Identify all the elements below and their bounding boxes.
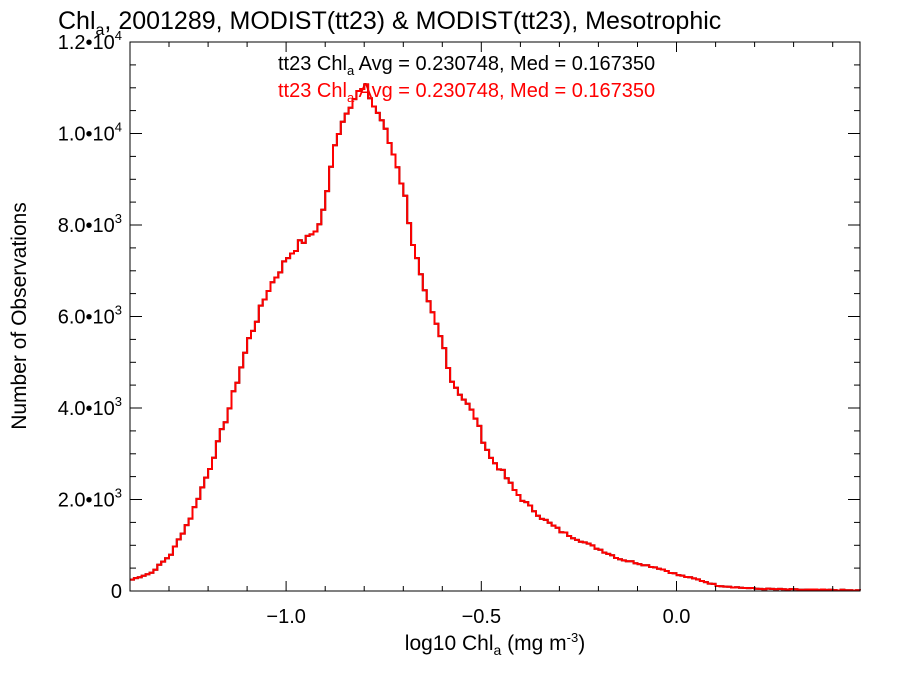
- x-tick-label: −0.5: [462, 606, 501, 628]
- annotation-post: Avg = 0.230748, Med = 0.167350: [354, 80, 655, 102]
- x-axis-label-sup: -3: [567, 630, 579, 645]
- y-tick-label-exponent: 3: [115, 394, 122, 409]
- series-line-2: [130, 83, 861, 592]
- annotation-sub: a: [347, 63, 355, 78]
- x-axis-label-pre: log10 Chl: [405, 632, 494, 655]
- y-tick-label-exponent: 3: [115, 303, 122, 318]
- y-tick-label: 6.0•103: [58, 303, 122, 329]
- chart-title: Chla, 2001289, MODIST(tt23) & MODIST(tt2…: [58, 7, 721, 39]
- chart-title-post: , 2001289, MODIST(tt23) & MODIST(tt23), …: [104, 7, 721, 35]
- y-tick-label: 1.2•104: [58, 28, 122, 54]
- y-tick-label-mantissa: 8.0•10: [58, 215, 115, 237]
- y-axis: 02.0•1034.0•1036.0•1038.0•1031.0•1041.2•…: [58, 28, 860, 603]
- y-tick-label-mantissa: 4.0•10: [58, 398, 115, 420]
- y-tick-label-exponent: 4: [115, 120, 122, 135]
- y-tick-label-mantissa: 6.0•10: [58, 307, 115, 329]
- y-tick-label: 1.0•104: [58, 120, 122, 146]
- x-axis: −1.0 −0.5 0.0: [129, 42, 834, 628]
- series-line-1: [130, 83, 861, 592]
- y-tick-label: 2.0•103: [58, 486, 122, 512]
- x-tick-label: 0.0: [663, 606, 691, 628]
- annotation-pre: tt23 Chl: [278, 53, 347, 75]
- x-axis-label-end: ): [578, 632, 585, 655]
- y-tick-label-mantissa: 2.0•10: [58, 490, 115, 512]
- x-tick-label: −1.0: [266, 606, 305, 628]
- y-tick-label-exponent: 4: [115, 28, 122, 43]
- x-axis-label: log10 Chla (mg m-3): [405, 630, 585, 658]
- annotation-text: tt23 Chla Avg = 0.230748, Med = 0.167350: [278, 80, 655, 105]
- annotation-pre: tt23 Chl: [278, 80, 347, 102]
- y-axis-label: Number of Observations: [8, 202, 31, 430]
- chart-title-pre: Chl: [58, 7, 96, 35]
- series-group: [130, 83, 861, 592]
- x-axis-label-sub: a: [494, 642, 502, 658]
- y-tick-label-exponent: 3: [115, 486, 122, 501]
- y-tick-label: 0: [111, 581, 122, 603]
- chart-title-sub: a: [96, 22, 105, 39]
- plot-frame: [129, 41, 861, 592]
- annotation-group: tt23 Chla Avg = 0.230748, Med = 0.167350…: [278, 53, 655, 105]
- y-tick-label-mantissa: 1.2•10: [58, 32, 115, 54]
- y-tick-label-exponent: 3: [115, 211, 122, 226]
- y-tick-label-mantissa: 0: [111, 581, 122, 603]
- y-tick-label: 4.0•103: [58, 394, 122, 420]
- annotation-text: tt23 Chla Avg = 0.230748, Med = 0.167350: [278, 53, 655, 78]
- annotation-sub: a: [347, 90, 355, 105]
- x-axis-label-post: (mg m: [501, 632, 566, 655]
- annotation-post: Avg = 0.230748, Med = 0.167350: [354, 53, 655, 75]
- y-tick-label-mantissa: 1.0•10: [58, 124, 115, 146]
- y-tick-label: 8.0•103: [58, 211, 122, 237]
